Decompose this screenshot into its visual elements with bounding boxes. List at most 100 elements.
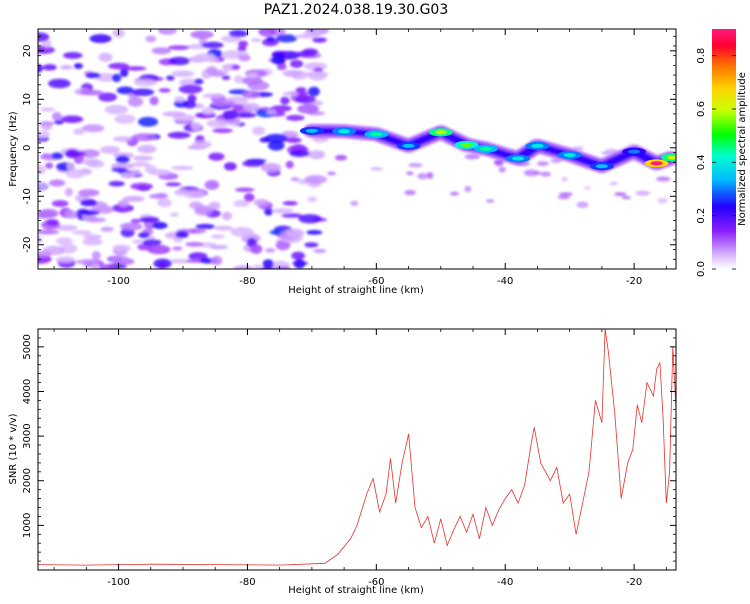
ridge-peak-center [370, 132, 383, 137]
heatmap-cell [167, 131, 191, 139]
ridge-peak-center [402, 143, 415, 148]
heatmap-cell [275, 34, 298, 43]
heatmap-cell [129, 162, 151, 167]
heatmap-cell [289, 149, 310, 158]
heatmap-cell [313, 248, 327, 253]
heatmap-cell [157, 198, 172, 208]
heatmap-cell [130, 182, 154, 190]
heatmap-cell [252, 126, 266, 136]
ridge-peak-center [628, 149, 641, 154]
heatmap-cell [264, 133, 288, 144]
heatmap-cell [242, 90, 261, 99]
heatmap-cell [282, 69, 303, 77]
heatmap-cell [609, 181, 618, 185]
heatmap-cell [72, 230, 92, 235]
colorbar-label: Normalized spectral amplitude [737, 72, 748, 226]
heatmap-cell [38, 45, 55, 54]
heatmap-cells [38, 29, 671, 269]
y-tick-label: 0 [22, 145, 33, 151]
heatmap-cell [54, 120, 64, 125]
ridge-peak-center [595, 164, 608, 169]
heatmap-cell [59, 64, 73, 70]
heatmap-frame [37, 28, 677, 270]
heatmap-cell [86, 160, 105, 168]
heatmap-cell [601, 151, 610, 155]
heatmap-cell [195, 223, 216, 230]
heatmap-cell [206, 119, 230, 128]
heatmap-cell [292, 260, 308, 266]
y-tick-label: 20 [22, 44, 33, 57]
heatmap-cell [73, 62, 84, 69]
heatmap-cell [51, 200, 69, 207]
heatmap-cell [114, 114, 136, 124]
heatmap-cell [166, 75, 175, 81]
heatmap-cell [42, 64, 57, 71]
figure-title: PAZ1.2024.038.19.30.G03 [264, 2, 449, 18]
heatmap-cell [253, 264, 263, 269]
x-tick-label: -80 [239, 276, 255, 287]
heatmap-cell [108, 62, 130, 70]
heatmap-cell [406, 171, 414, 176]
heatmap-cell [267, 140, 285, 151]
heatmap-cell [584, 186, 591, 190]
heatmap-cell [234, 187, 255, 193]
heatmap-cell [167, 45, 190, 51]
heatmap-y-ticks: -20 -10 0 10 20 [22, 35, 676, 270]
heatmap-cell [147, 244, 171, 255]
x-tick-label: -40 [497, 577, 513, 588]
heatmap-cell [188, 252, 208, 261]
heatmap-cell [260, 32, 273, 37]
heatmap-cell [38, 131, 51, 139]
heatmap-cell [494, 159, 504, 166]
heatmap-cell [212, 128, 233, 134]
ridge-peak-center [434, 130, 447, 135]
heatmap-cell [307, 196, 318, 203]
heatmap-cell [334, 154, 348, 161]
x-tick-label: -60 [368, 276, 384, 287]
heatmap-cell [214, 225, 234, 231]
heatmap-cell [99, 145, 120, 154]
heatmap-cell [171, 70, 195, 78]
heatmap-cell [38, 164, 46, 175]
heatmap-cell [152, 221, 168, 230]
y-tick-label: 5000 [22, 334, 33, 359]
y-tick-label: 3000 [22, 423, 33, 448]
heatmap-cell [187, 94, 197, 103]
heatmap-cell [285, 228, 305, 238]
heatmap-cell [262, 259, 274, 269]
heatmap-cell [99, 264, 118, 269]
heatmap-cell [260, 162, 282, 173]
heatmap-cell [194, 78, 204, 85]
heatmap-cell [82, 238, 103, 246]
heatmap-cell [250, 244, 263, 255]
heatmap-cell [264, 207, 273, 216]
heatmap-cell [124, 66, 147, 71]
heatmap-cell [84, 217, 107, 223]
heatmap-cell [158, 88, 171, 93]
heatmap-cell [290, 176, 300, 182]
heatmap-cell [189, 201, 203, 209]
heatmap-cell [48, 179, 66, 187]
heatmap-cell [51, 112, 62, 122]
heatmap-cell [172, 246, 183, 251]
colorbar-tick-label: 0.0 [696, 261, 707, 277]
heatmap-cell [230, 227, 254, 237]
colorbar-tick-label: 0.6 [696, 101, 707, 117]
heatmap-cell [190, 30, 214, 39]
heatmap-cell [168, 56, 190, 66]
heatmap-cell [79, 210, 100, 216]
snr-y-ticks: 1000 2000 3000 4000 5000 [22, 328, 676, 562]
heatmap-cell [63, 51, 83, 59]
heatmap-cell [39, 121, 55, 126]
heatmap-cell [211, 99, 235, 107]
heatmap-cell [621, 196, 631, 200]
heatmap-cell [408, 162, 423, 168]
heatmap-cell [45, 162, 54, 169]
snr-x-ticks: -100 -80 -60 -40 -20 [53, 329, 667, 588]
heatmap-cell [66, 161, 75, 172]
heatmap-cell [202, 93, 225, 99]
heatmap-cell [233, 265, 254, 269]
heatmap-cell [485, 199, 495, 203]
